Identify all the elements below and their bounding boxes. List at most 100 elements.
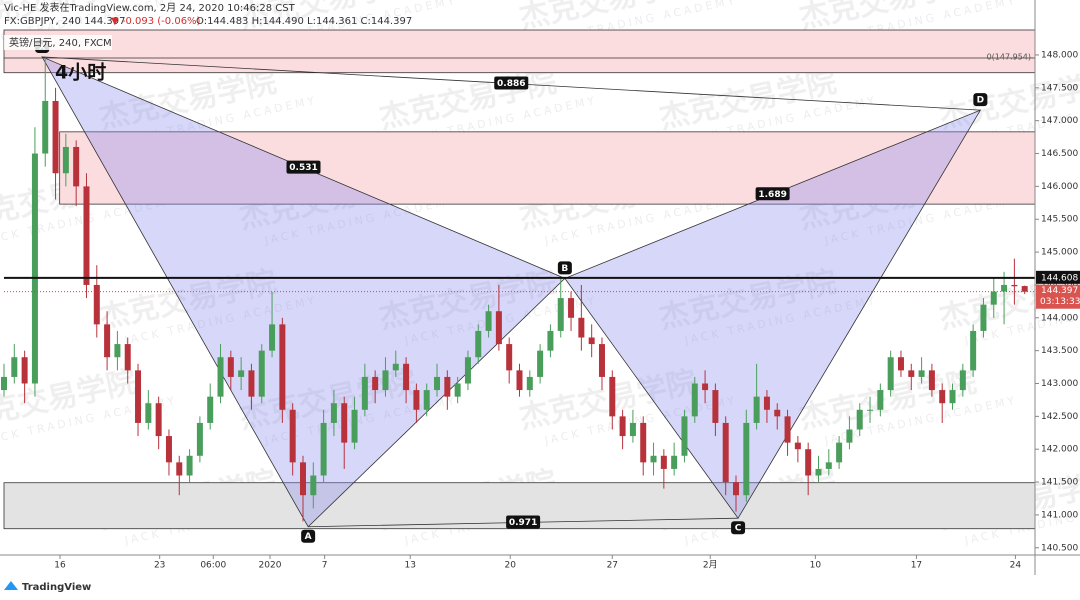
ratio-label: 0.531	[289, 163, 317, 173]
candle-body	[485, 311, 492, 331]
x-tick-label: 06:00	[200, 561, 226, 571]
pattern-point-label: B	[561, 264, 568, 274]
candle-body	[289, 409, 296, 463]
y-tick-label: 143.000	[1041, 379, 1078, 389]
candle-body	[1021, 286, 1028, 292]
legend-bg	[4, 35, 112, 50]
fib-label: 0(147.954)	[987, 52, 1031, 61]
candle-body	[980, 304, 987, 331]
candle-body	[11, 357, 18, 377]
y-tick-label: 141.500	[1041, 478, 1078, 488]
candle-body	[722, 422, 729, 483]
candle-body	[702, 383, 709, 391]
candle-body	[928, 370, 935, 391]
candle-body	[413, 390, 420, 410]
candle-body	[135, 370, 142, 423]
x-tick-label: 10	[810, 561, 822, 571]
timeframe: 4小时	[55, 62, 106, 84]
candle-body	[93, 284, 100, 325]
x-tick-label: 24	[1010, 561, 1022, 571]
candle-body	[464, 357, 471, 384]
candle-body	[392, 363, 399, 371]
candle-body	[794, 442, 801, 450]
ratio-label-bg	[755, 187, 790, 201]
x-tick-label: 23	[154, 561, 165, 571]
candle-body	[403, 363, 410, 391]
x-tick-label: 17	[911, 561, 922, 571]
candle-body	[660, 455, 667, 469]
candle-body	[299, 462, 306, 496]
candle-body	[351, 409, 358, 443]
y-tick-label: 146.500	[1041, 149, 1078, 159]
candle-body	[1011, 284, 1018, 287]
price-tag	[1036, 284, 1080, 309]
candle-body	[330, 403, 337, 423]
candle-body	[908, 370, 915, 377]
candle-body	[836, 442, 843, 463]
level-tag	[1036, 270, 1080, 284]
pattern-point-bg	[973, 93, 988, 107]
x-tick-label: 16	[54, 561, 66, 571]
candle-body	[784, 416, 791, 443]
x-tick-label: 7	[322, 561, 328, 571]
candle-body	[227, 357, 234, 377]
candle-body	[495, 311, 502, 345]
candle-body	[145, 403, 152, 423]
candle-body	[939, 390, 946, 404]
ratio-label-bg	[506, 515, 541, 529]
candle-body	[258, 350, 265, 397]
x-tick-label: 20	[504, 561, 516, 571]
x-tick-label: 2月	[703, 560, 718, 571]
candle-body	[547, 330, 554, 351]
candle-body	[640, 422, 647, 463]
candle-body	[918, 370, 925, 377]
candle-body	[650, 455, 657, 463]
ohlc-line: O:144.483 H:144.490 L:144.361 C:144.397	[196, 16, 412, 27]
candle-body	[21, 357, 28, 384]
ratio-label-bg	[494, 76, 529, 90]
candle-body	[114, 344, 121, 358]
candle-body	[104, 324, 111, 358]
level-tag-label: 144.608	[1041, 273, 1078, 283]
candle-body	[83, 186, 90, 285]
candle-body	[238, 370, 245, 377]
candle-body	[165, 436, 172, 463]
candle-body	[805, 449, 812, 476]
x-tick-label: 27	[607, 561, 618, 571]
candle-body	[598, 344, 605, 377]
candle-body	[825, 462, 832, 469]
candle-body	[1, 376, 7, 391]
x-tick-label: 2020	[259, 561, 282, 571]
y-tick-label: 146.000	[1041, 182, 1078, 192]
candle-body	[990, 291, 997, 305]
candle-body	[609, 376, 616, 417]
y-tick-label: 145.000	[1041, 248, 1078, 258]
candle-body	[733, 482, 740, 496]
y-tick-label: 148.000	[1041, 50, 1078, 60]
zone	[59, 131, 1036, 205]
ratio-label: 1.689	[758, 190, 786, 200]
candle-body	[444, 376, 451, 397]
pattern-point-label: C	[735, 524, 742, 534]
pattern-point-bg	[301, 529, 316, 543]
brand-logo: TradingView	[4, 581, 91, 593]
x-tick-label: 13	[404, 561, 415, 571]
countdown: 03:13:33	[1040, 297, 1080, 307]
candle-body	[887, 357, 894, 391]
candle-body	[537, 350, 544, 377]
pattern-point-label: A	[305, 532, 312, 542]
candle-body	[176, 462, 183, 476]
candle-body	[753, 396, 760, 423]
candle-body	[454, 383, 461, 397]
candle-body	[217, 357, 224, 397]
candle-body	[320, 422, 327, 476]
legend: 英镑/日元, 240, FXCM	[9, 36, 112, 49]
pattern-point-bg	[731, 521, 746, 535]
candle-body	[897, 357, 904, 371]
candle-body	[506, 344, 513, 371]
candle-body	[207, 396, 214, 423]
candle-body	[970, 330, 977, 371]
candle-body	[568, 298, 575, 318]
